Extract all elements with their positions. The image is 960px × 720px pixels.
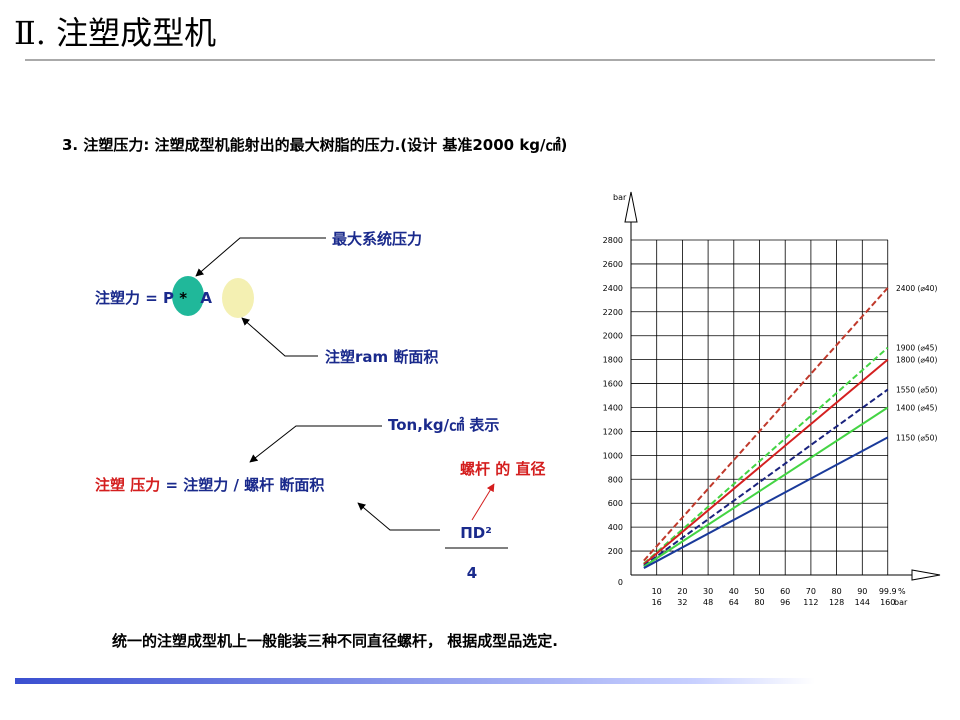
y-tick-label: 1200	[603, 427, 623, 436]
formula-part: P	[163, 289, 174, 307]
numerator: ΠD²	[460, 524, 492, 542]
series-line	[643, 436, 889, 569]
y-tick-label: 200	[608, 547, 623, 556]
arrow	[195, 237, 326, 277]
formula-part: 注塑 压力	[95, 476, 160, 494]
y-tick-label: 1600	[603, 380, 623, 389]
formula: 注塑力 = P * A	[95, 289, 212, 307]
formula-part: A	[200, 289, 212, 307]
label: 螺杆 的 直径	[460, 460, 545, 478]
x2-tick-label: 16	[652, 598, 662, 607]
y-tick-label: 2800	[603, 236, 623, 245]
a-highlight	[222, 278, 254, 318]
formula-part: 注塑力 =	[95, 289, 163, 307]
y-tick-label: 0	[618, 578, 623, 587]
x-tick-label: 40	[729, 587, 739, 596]
y-tick-label: 400	[608, 523, 623, 532]
x-tick-label: 20	[677, 587, 687, 596]
series-label: 1800 (⌀40)	[896, 356, 937, 365]
x2-tick-label: 48	[703, 598, 713, 607]
p-highlight	[172, 276, 204, 316]
series-line	[643, 287, 889, 562]
formula-part: *	[174, 289, 192, 307]
y-tick-label: 2600	[603, 260, 623, 269]
x2-tick-label: 64	[729, 598, 739, 607]
y-tick-label: 1800	[603, 356, 623, 365]
series-label: 1150 (⌀50)	[896, 433, 937, 442]
y-tick-label: 2200	[603, 308, 623, 317]
arrow	[249, 425, 382, 463]
x2-tick-label: 144	[855, 598, 870, 607]
series-line	[643, 406, 889, 568]
y-tick-label: 1400	[603, 404, 623, 413]
axis-arrow	[911, 569, 941, 581]
series-label: 1550 (⌀50)	[896, 386, 937, 395]
x-tick-label: 10	[652, 587, 662, 596]
y-tick-label: 600	[608, 499, 623, 508]
arrow	[241, 317, 318, 357]
title: Ⅱ. 注塑成型机	[14, 14, 216, 52]
series-line	[643, 388, 889, 567]
series-label: 1400 (⌀45)	[896, 404, 937, 413]
series-label: 2400 (⌀40)	[896, 284, 937, 293]
axis-arrow	[624, 191, 638, 223]
series-line	[643, 358, 889, 565]
formula: 注塑 压力 = 注塑力 / 螺杆 断面积	[95, 476, 324, 494]
formula-part: = 注塑力 / 螺杆 断面积	[160, 476, 324, 494]
y-tick-label: 2400	[603, 284, 623, 293]
x-tick-label: 30	[703, 587, 713, 596]
label: 注塑ram 断面积	[325, 348, 438, 366]
footer: 统一的注塑成型机上一般能装三种不同直径螺杆， 根据成型品选定.	[112, 632, 558, 650]
x-unit: %	[898, 587, 906, 596]
footer-bar	[15, 678, 815, 684]
x-tick-label: 80	[832, 587, 842, 596]
x-tick-label: 50	[754, 587, 764, 596]
arrow	[471, 483, 495, 521]
x-tick-label: 60	[780, 587, 790, 596]
arrow	[357, 502, 440, 531]
series-line	[643, 346, 889, 565]
denominator: 4	[467, 564, 477, 582]
x2-tick-label: 32	[677, 598, 687, 607]
x2-tick-label: 128	[829, 598, 844, 607]
x2-tick-label: 160	[880, 598, 895, 607]
x2-tick-label: 96	[780, 598, 790, 607]
y-tick-label: 800	[608, 475, 623, 484]
y-axis-label: bar	[613, 193, 627, 202]
x2-tick-label: 80	[754, 598, 764, 607]
x2-unit: bar	[894, 598, 908, 607]
x-tick-label: 99.9	[879, 587, 897, 596]
x2-tick-label: 112	[803, 598, 818, 607]
y-tick-label: 1000	[603, 451, 623, 460]
label: Ton,kg/㎠ 表示	[388, 416, 499, 434]
subtitle: 3. 注塑压力: 注塑成型机能射出的最大树脂的压力.(设计 基准2000 kg/…	[62, 136, 567, 154]
y-tick-label: 2000	[603, 332, 623, 341]
series-label: 1900 (⌀45)	[896, 344, 937, 353]
x-tick-label: 90	[857, 587, 867, 596]
label: 最大系统压力	[332, 230, 422, 248]
x-tick-label: 70	[806, 587, 816, 596]
